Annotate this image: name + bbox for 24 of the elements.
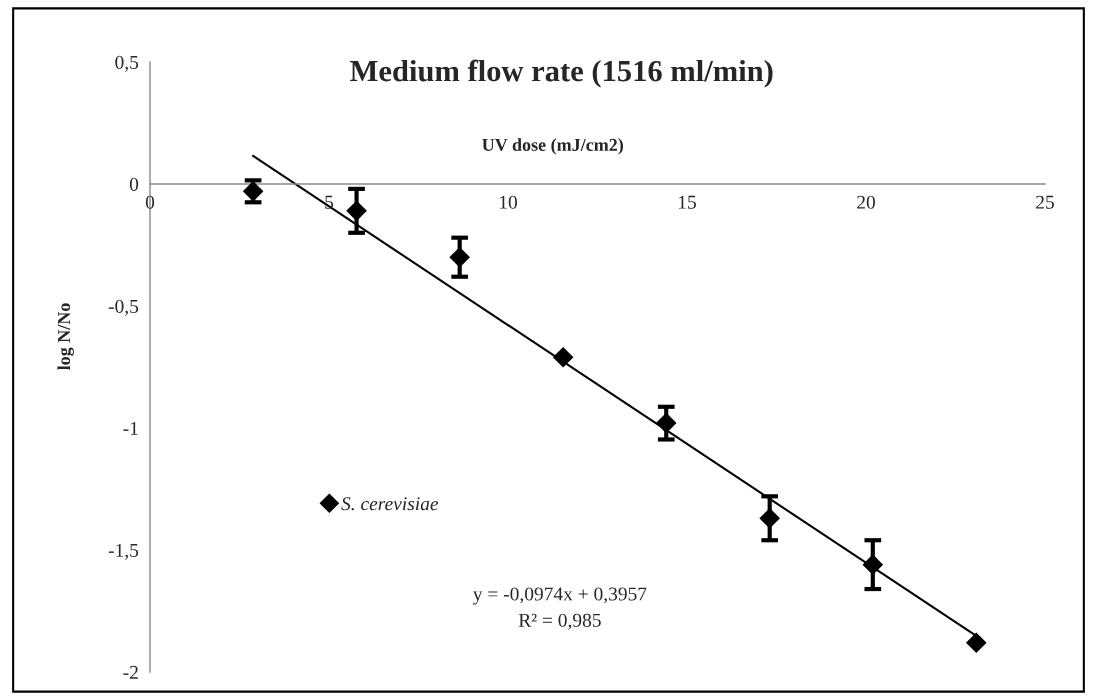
y-tick-label: -0,5	[108, 299, 139, 316]
x-tick-label: 0	[145, 195, 155, 209]
annotation: R² = 0,985	[518, 613, 601, 630]
x-tick-label: 25	[1036, 195, 1054, 209]
x-axis-title: UV dose (mJ/cm2)	[482, 138, 623, 155]
point	[552, 346, 574, 368]
y-tick-label: 0	[129, 177, 139, 191]
point	[449, 246, 470, 268]
legend-label: S. cerevisiae	[341, 497, 439, 511]
point	[862, 554, 884, 575]
point	[346, 200, 367, 222]
point	[655, 412, 677, 434]
y-tick-label: -1	[123, 421, 138, 435]
point	[965, 632, 987, 654]
y-tick-label: 0,5	[115, 55, 139, 72]
chart-title: Medium flow rate (1516 ml/min)	[350, 59, 773, 88]
x-tick-label: 20	[857, 195, 875, 209]
x-tick-label: 10	[499, 195, 517, 209]
y-tick-label: -1,5	[108, 543, 139, 560]
y-tick-label: -2	[123, 665, 138, 679]
x-tick-label: 15	[678, 195, 696, 209]
annotation: y = -0,0974x + 0,3957	[473, 587, 647, 605]
point	[759, 507, 780, 529]
y-axis-title: log N/No	[57, 303, 74, 370]
